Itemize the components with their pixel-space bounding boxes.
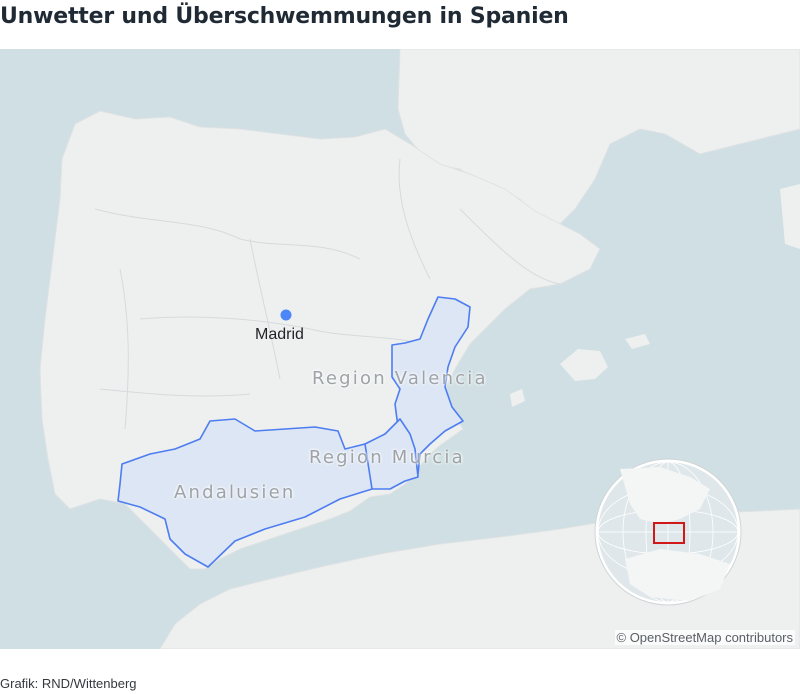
land-mallorca <box>560 349 608 381</box>
map-canvas <box>0 49 800 649</box>
region-andalusia-label: Andalusien <box>174 482 296 503</box>
region-murcia-label: Region Murcia <box>309 447 465 468</box>
madrid-marker[interactable] <box>280 309 292 321</box>
locator-globe <box>594 458 742 606</box>
admin-borders <box>94 158 561 430</box>
region-valencia-shape <box>391 296 471 475</box>
madrid-label: Madrid <box>255 326 304 343</box>
page-title: Unwetter und Überschwemmungen in Spanien <box>0 4 569 29</box>
graphic-source: Grafik: RND/Wittenberg <box>0 676 137 691</box>
land-corsica <box>780 184 800 249</box>
locator-frame-icon <box>653 522 685 544</box>
region-valencia-label: Region Valencia <box>312 368 488 389</box>
map[interactable]: Madrid Region Valencia Region Murcia And… <box>0 49 800 649</box>
region-andalusia-shape <box>117 418 373 568</box>
land-ibiza <box>510 389 525 407</box>
land-menorca <box>625 334 650 349</box>
map-attribution[interactable]: © OpenStreetMap contributors <box>614 630 795 645</box>
